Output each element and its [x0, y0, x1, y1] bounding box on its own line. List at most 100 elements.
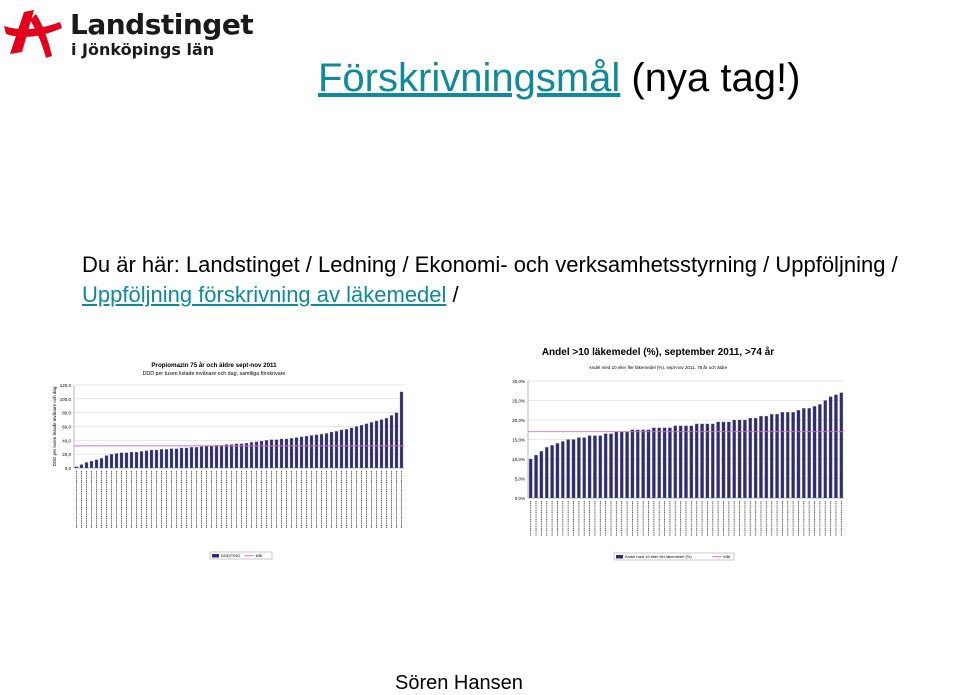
legend-swatch-bar: [616, 555, 623, 559]
chart-bar: [314, 434, 319, 469]
chart-bar: [641, 429, 645, 499]
chart-bar: [662, 427, 667, 499]
chart-title: Propiomazin 75 år och äldre sept-nov 201…: [151, 362, 277, 369]
chart-bar: [184, 447, 189, 469]
title-link[interactable]: Förskrivningsmål: [318, 56, 621, 100]
chart-bar: [384, 418, 389, 469]
chart-bar: [399, 391, 404, 469]
chart-bar: [609, 433, 613, 499]
chart-bar: [284, 438, 289, 469]
chart-bar: [684, 425, 688, 499]
chart-bar: [727, 421, 731, 499]
chart-bar: [769, 414, 774, 499]
chart-bar: [673, 425, 678, 499]
y-tick-label: 40,0: [62, 438, 71, 443]
y-tick-label: 0,0: [65, 466, 72, 471]
chart-bar: [259, 440, 264, 469]
chart-bar: [732, 419, 736, 499]
chart-bar: [214, 445, 219, 469]
chart-bar: [587, 435, 592, 499]
chart-bar: [764, 415, 769, 499]
legend-label: Mål: [723, 554, 730, 559]
chart-bar: [119, 452, 124, 469]
chart-bar: [109, 454, 114, 469]
y-axis-label: DDD per tusen listade invånare och dag: [51, 386, 57, 466]
chart-bar: [737, 419, 742, 499]
y-tick-label: 80,0: [62, 411, 71, 416]
chart-bar: [561, 441, 565, 499]
chart-bar: [94, 459, 99, 469]
chart-bar: [134, 451, 139, 469]
y-tick-label: 20,0%: [512, 418, 525, 423]
chart-bar: [668, 427, 672, 499]
chart-bar: [625, 431, 629, 499]
chart-bar: [619, 431, 624, 499]
chart-bar: [174, 448, 179, 469]
chart-bar: [721, 421, 726, 499]
chart-bar: [129, 451, 134, 469]
chart-bar: [571, 439, 576, 499]
chart-bar: [528, 458, 533, 499]
chart-bar: [700, 423, 704, 499]
chart-bar: [550, 445, 554, 499]
logo-name: Landstinget: [70, 8, 254, 41]
chart-bar: [89, 460, 94, 469]
chart-subtitle: DDD per tusen listade invånare och dag, …: [143, 370, 286, 377]
chart-bar: [711, 423, 715, 499]
chart-bar: [244, 442, 249, 469]
chart-bar: [577, 437, 581, 499]
chart-bar: [389, 415, 394, 469]
y-tick-label: 15,0%: [512, 438, 525, 443]
chart-bar: [309, 435, 314, 469]
chart-bar: [828, 396, 833, 499]
chart-bar: [379, 419, 384, 469]
chart-bar: [534, 454, 538, 499]
chart-bar: [818, 404, 822, 499]
chart-bar: [802, 408, 806, 499]
chart-bar: [743, 419, 747, 499]
chart-bar: [224, 444, 229, 469]
page-title: Förskrivningsmål (nya tag!): [318, 56, 800, 101]
logo-mark-icon: [4, 10, 62, 58]
chart-bar: [289, 438, 294, 469]
legend-label: Andel med 10 eller fler läkemedel (%): [625, 554, 692, 559]
chart-bar: [219, 445, 224, 469]
chart-bar: [159, 449, 164, 469]
chart-bar: [705, 423, 710, 499]
chart-bar: [748, 417, 753, 499]
y-tick-label: 20,0: [62, 452, 71, 457]
chart-bar: [154, 449, 159, 469]
breadcrumb: Du är här: Landstinget / Ledning / Ekono…: [82, 250, 942, 310]
breadcrumb-link[interactable]: Uppföljning förskrivning av läkemedel: [82, 282, 447, 307]
chart-bar: [324, 433, 329, 469]
chart-bar: [646, 429, 651, 499]
chart-bar: [354, 426, 359, 469]
logo: Landstinget i Jönköpings län: [0, 0, 260, 62]
chart-propiomazin: Propiomazin 75 år och äldre sept-nov 201…: [51, 362, 404, 560]
chart-bar: [269, 439, 274, 469]
chart-bar: [79, 464, 84, 469]
chart-bar: [394, 412, 399, 469]
breadcrumb-suffix: /: [446, 282, 459, 307]
title-rest: (nya tag!): [631, 56, 801, 100]
y-tick-label: 100,0: [60, 397, 72, 402]
y-tick-label: 30,0%: [512, 379, 525, 384]
chart-bar: [334, 431, 339, 469]
legend-box: [613, 552, 735, 561]
chart-bar: [598, 435, 603, 499]
chart-bar: [319, 433, 324, 469]
y-tick-label: 120,0: [60, 383, 72, 388]
chart-bar: [274, 439, 279, 469]
chart-bar: [582, 437, 586, 499]
chart-bar: [204, 445, 209, 469]
chart-bar: [294, 437, 299, 469]
y-tick-label: 25,0%: [512, 399, 525, 404]
chart-bar: [359, 424, 364, 469]
legend-box: [209, 551, 273, 560]
chart-bar: [652, 427, 656, 499]
chart-bar: [304, 436, 309, 469]
chart-bar: [374, 420, 379, 469]
y-tick-label: 10,0%: [512, 457, 525, 462]
chart-bar: [264, 440, 269, 469]
chart-bar: [169, 448, 174, 469]
